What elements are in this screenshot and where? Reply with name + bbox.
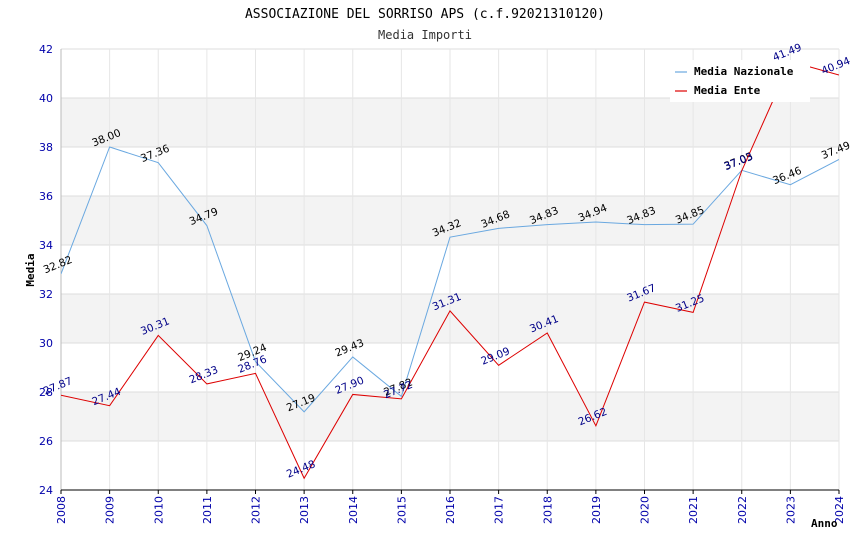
legend: Media Nazionale Media Ente bbox=[670, 60, 810, 102]
series-line-ente bbox=[61, 60, 839, 480]
data-label-ente: 24.48 bbox=[285, 458, 317, 480]
legend-box bbox=[670, 60, 810, 102]
y-tick-label: 38 bbox=[39, 141, 53, 154]
x-tick-label: 2022 bbox=[736, 496, 749, 524]
x-tick-label: 2008 bbox=[55, 496, 68, 524]
x-tick-label: 2012 bbox=[250, 496, 263, 524]
x-tick-label: 2016 bbox=[444, 496, 457, 524]
y-tick-label: 34 bbox=[39, 239, 53, 252]
x-tick-label: 2015 bbox=[395, 496, 408, 524]
y-tick-label: 32 bbox=[39, 288, 53, 301]
x-tick-label: 2011 bbox=[201, 496, 214, 524]
x-tick-label: 2020 bbox=[639, 496, 652, 524]
plot-area: 32.8238.0037.3634.7929.2427.1929.4327.82… bbox=[42, 42, 850, 481]
x-tick-label: 2023 bbox=[784, 496, 797, 524]
data-label-ente: 28.33 bbox=[188, 364, 220, 386]
x-axis-label: Anno bbox=[811, 517, 838, 530]
chart-subtitle: Media Importi bbox=[378, 28, 472, 42]
x-tick-label: 2009 bbox=[104, 496, 117, 524]
chart-title: ASSOCIAZIONE DEL SORRISO APS (c.f.920213… bbox=[245, 7, 605, 22]
x-tick-label: 2014 bbox=[347, 496, 360, 524]
x-tick-label: 2024 bbox=[833, 496, 846, 524]
x-tick-label: 2013 bbox=[298, 496, 311, 524]
y-tick-label: 42 bbox=[39, 43, 53, 56]
legend-label-nazionale: Media Nazionale bbox=[694, 65, 794, 78]
y-tick-label: 24 bbox=[39, 484, 53, 497]
legend-label-ente: Media Ente bbox=[694, 84, 761, 97]
series-line-nazionale bbox=[61, 146, 839, 413]
y-axis-label: Media bbox=[24, 253, 37, 286]
y-tick-label: 26 bbox=[39, 435, 53, 448]
y-tick-label: 30 bbox=[39, 337, 53, 350]
axes bbox=[60, 49, 840, 494]
y-tick-label: 36 bbox=[39, 190, 53, 203]
y-tick-label: 40 bbox=[39, 92, 53, 105]
y-tick-labels: 24 26 28 30 32 34 36 38 40 42 bbox=[39, 43, 53, 497]
data-label-nazionale: 32.82 bbox=[42, 254, 74, 276]
x-tick-label: 2010 bbox=[152, 496, 165, 524]
x-tick-labels: 2008 2009 2010 2011 2012 2013 2014 2015 2016 2017… bbox=[55, 496, 846, 524]
y-tick-label: 28 bbox=[39, 386, 53, 399]
x-tick-label: 2021 bbox=[687, 496, 700, 524]
x-tick-label: 2017 bbox=[493, 496, 506, 524]
x-tick-label: 2019 bbox=[590, 496, 603, 524]
x-tick-label: 2018 bbox=[541, 496, 554, 524]
